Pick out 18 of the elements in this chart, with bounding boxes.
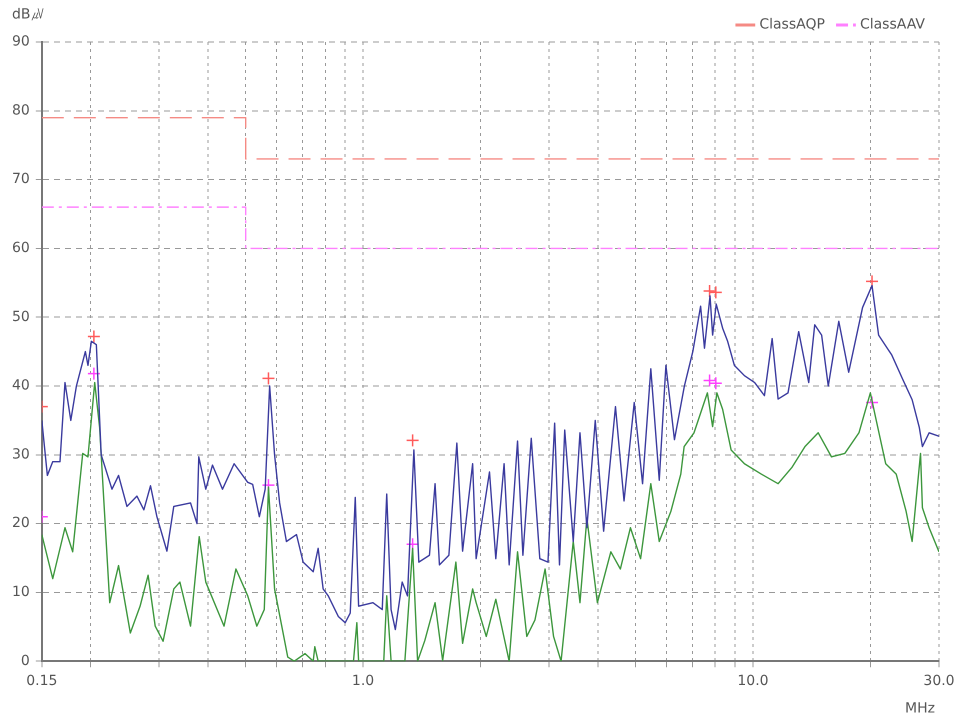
legend-label: ClassAAV (860, 16, 926, 33)
y-tick-label: 50 (12, 308, 30, 325)
x-tick-label: 10.0 (737, 673, 769, 690)
y-tick-label: 10 (12, 584, 30, 600)
y-tick-label: 0 (20, 652, 30, 669)
y-tick-label: 60 (12, 240, 30, 256)
x-tick-label: 0.15 (26, 673, 58, 690)
y-tick-label: 30 (12, 446, 30, 462)
y-tick-label: 20 (12, 515, 30, 532)
y-tick-label: 70 (12, 171, 30, 188)
x-tick-label: 30.0 (923, 673, 955, 690)
x-tick-label: 1.0 (352, 673, 374, 690)
legend-label: ClassAQP (759, 16, 825, 33)
y-tick-label: 80 (12, 102, 30, 118)
y-tick-label: 40 (12, 378, 30, 394)
y-tick-label: 90 (12, 34, 30, 50)
y-axis-title: dB㎶ (12, 6, 44, 23)
x-axis-title: MHz (905, 700, 935, 717)
